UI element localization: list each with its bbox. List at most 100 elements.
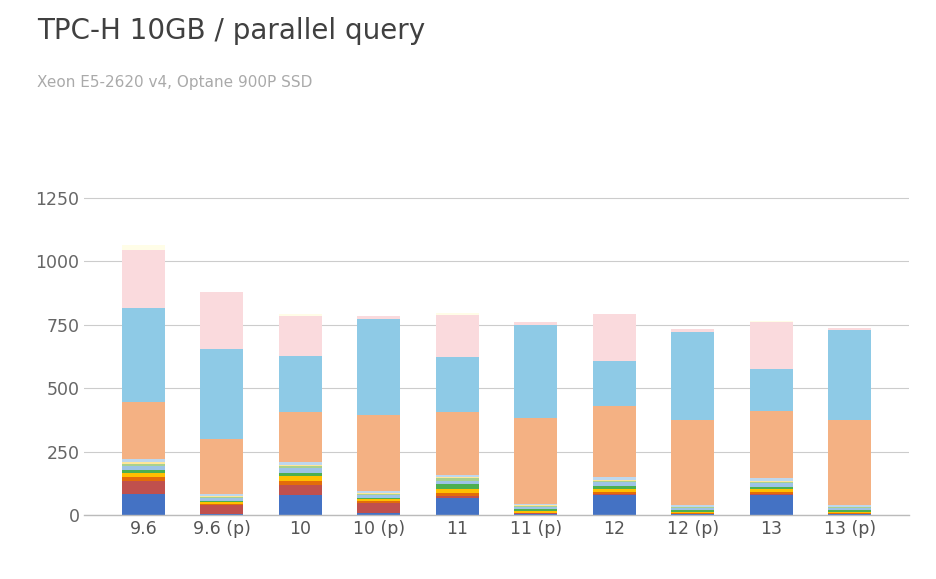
- Bar: [357, 495, 400, 497]
- Bar: [279, 472, 322, 477]
- Bar: [749, 323, 792, 369]
- Bar: [357, 499, 400, 501]
- Bar: [200, 439, 243, 494]
- Bar: [279, 461, 322, 465]
- Bar: [827, 420, 870, 505]
- Bar: [122, 466, 165, 470]
- Bar: [122, 245, 165, 250]
- Bar: [200, 501, 243, 502]
- Bar: [435, 315, 478, 357]
- Bar: [749, 489, 792, 493]
- Bar: [514, 325, 557, 417]
- Bar: [279, 468, 322, 472]
- Bar: [279, 412, 322, 461]
- Bar: [200, 502, 243, 504]
- Bar: [514, 509, 557, 511]
- Bar: [514, 512, 557, 513]
- Bar: [827, 330, 870, 420]
- Bar: [435, 489, 478, 493]
- Bar: [122, 462, 165, 464]
- Bar: [749, 487, 792, 489]
- Bar: [514, 513, 557, 514]
- Bar: [435, 477, 478, 478]
- Bar: [122, 459, 165, 462]
- Bar: [514, 507, 557, 509]
- Bar: [357, 316, 400, 319]
- Bar: [827, 505, 870, 507]
- Bar: [200, 349, 243, 439]
- Bar: [592, 486, 636, 489]
- Bar: [592, 489, 636, 493]
- Bar: [670, 514, 713, 515]
- Bar: [435, 313, 478, 315]
- Bar: [592, 406, 636, 477]
- Bar: [122, 477, 165, 481]
- Bar: [592, 314, 636, 361]
- Bar: [357, 415, 400, 492]
- Bar: [122, 470, 165, 472]
- Bar: [827, 514, 870, 515]
- Bar: [749, 494, 792, 495]
- Bar: [827, 508, 870, 510]
- Bar: [592, 481, 636, 482]
- Bar: [592, 493, 636, 494]
- Bar: [357, 497, 400, 499]
- Bar: [514, 511, 557, 512]
- Bar: [200, 514, 243, 515]
- Bar: [592, 477, 636, 479]
- Bar: [435, 357, 478, 412]
- Bar: [279, 357, 322, 412]
- Bar: [279, 495, 322, 515]
- Bar: [592, 479, 636, 481]
- Bar: [200, 505, 243, 514]
- Bar: [670, 510, 713, 511]
- Bar: [357, 501, 400, 503]
- Bar: [827, 507, 870, 508]
- Bar: [122, 308, 165, 402]
- Bar: [670, 508, 713, 510]
- Bar: [514, 417, 557, 504]
- Bar: [357, 503, 400, 513]
- Text: Xeon E5-2620 v4, Optane 900P SSD: Xeon E5-2620 v4, Optane 900P SSD: [37, 75, 313, 90]
- Bar: [749, 369, 792, 411]
- Bar: [749, 483, 792, 487]
- Bar: [749, 481, 792, 482]
- Bar: [749, 478, 792, 481]
- Bar: [279, 465, 322, 466]
- Bar: [435, 475, 478, 477]
- Bar: [279, 477, 322, 481]
- Bar: [514, 506, 557, 507]
- Bar: [514, 505, 557, 506]
- Bar: [357, 513, 400, 515]
- Bar: [670, 329, 713, 332]
- Bar: [357, 492, 400, 493]
- Bar: [357, 319, 400, 415]
- Bar: [435, 497, 478, 515]
- Bar: [122, 494, 165, 515]
- Bar: [200, 496, 243, 497]
- Bar: [122, 472, 165, 477]
- Bar: [827, 328, 870, 330]
- Bar: [357, 493, 400, 494]
- Bar: [670, 511, 713, 513]
- Bar: [592, 495, 636, 515]
- Bar: [670, 332, 713, 420]
- Bar: [357, 494, 400, 495]
- Bar: [670, 513, 713, 514]
- Bar: [200, 504, 243, 505]
- Bar: [514, 504, 557, 505]
- Bar: [592, 482, 636, 486]
- Bar: [435, 484, 478, 489]
- Bar: [749, 321, 792, 323]
- Bar: [827, 510, 870, 511]
- Bar: [122, 464, 165, 466]
- Bar: [592, 361, 636, 406]
- Bar: [435, 478, 478, 481]
- Bar: [592, 494, 636, 495]
- Text: TPC-H 10GB / parallel query: TPC-H 10GB / parallel query: [37, 17, 425, 45]
- Bar: [514, 514, 557, 515]
- Bar: [122, 402, 165, 459]
- Bar: [279, 316, 322, 357]
- Bar: [279, 466, 322, 468]
- Bar: [122, 250, 165, 308]
